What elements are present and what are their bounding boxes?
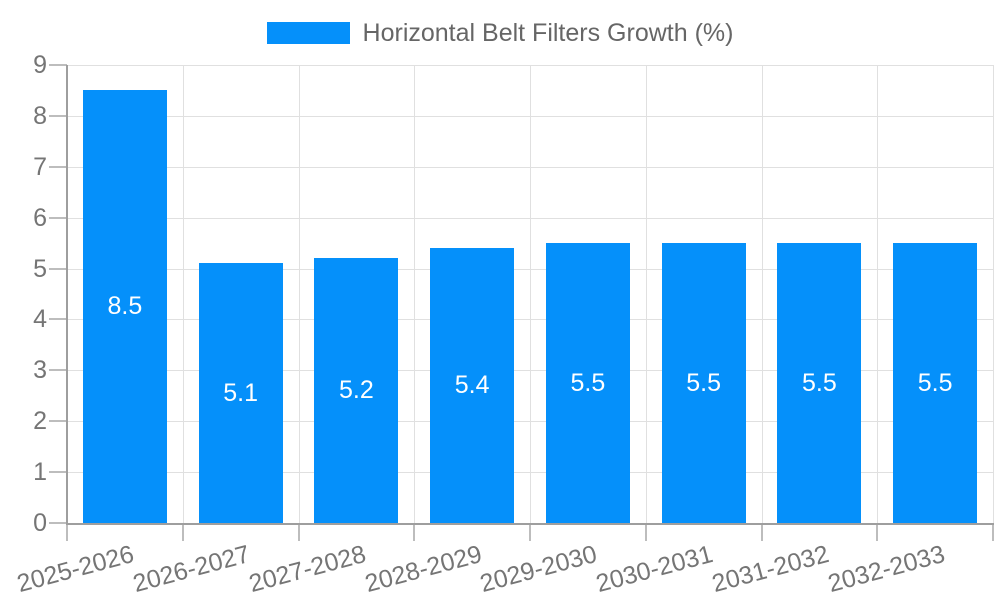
y-axis-tick	[49, 114, 67, 117]
y-axis-label: 1	[33, 458, 47, 487]
x-axis-tick	[876, 523, 879, 541]
gridline-vertical	[530, 65, 531, 523]
y-axis-label: 9	[33, 51, 47, 79]
bar-value-label: 5.5	[917, 368, 953, 397]
gridline-vertical	[298, 65, 300, 523]
y-axis-tick	[49, 522, 67, 524]
x-axis-tick	[66, 523, 68, 541]
bar-value-label: 5.5	[801, 368, 837, 397]
x-axis-label: 2029-2030	[477, 540, 601, 598]
x-axis-label: 2025-2026	[14, 540, 138, 598]
y-axis-tick	[49, 216, 67, 219]
gridline-vertical	[414, 65, 416, 523]
gridline-vertical	[761, 65, 763, 523]
bar-value-label: 5.5	[570, 368, 606, 397]
bar-value-label: 5.1	[223, 378, 258, 407]
y-axis-label: 8	[33, 101, 47, 130]
bar: 8.5	[82, 90, 167, 523]
y-axis-tick	[49, 267, 67, 270]
y-axis-tick	[49, 318, 67, 321]
bar-value-label: 5.5	[686, 368, 721, 397]
bar-value-label: 5.4	[454, 371, 490, 400]
gridline-vertical	[645, 65, 647, 523]
x-axis-tick	[992, 523, 994, 541]
x-axis-label: 2032-2033	[824, 540, 948, 598]
x-axis-label: 2027-2028	[245, 540, 369, 598]
gridline-vertical	[877, 65, 879, 523]
y-axis-label: 3	[33, 356, 47, 385]
bar-value-label: 8.5	[107, 292, 143, 321]
x-axis-line	[66, 523, 994, 525]
bar: 5.2	[314, 258, 399, 523]
x-axis-tick	[297, 523, 300, 541]
y-axis-label: 4	[33, 305, 47, 334]
gridline-vertical	[993, 65, 994, 523]
y-axis-tick	[49, 420, 67, 423]
y-axis-line	[66, 65, 68, 525]
x-axis-tick	[644, 523, 647, 541]
bar: 5.5	[777, 243, 862, 523]
bar-value-label: 5.2	[338, 376, 374, 405]
y-axis-tick	[49, 165, 67, 168]
x-axis-label: 2031-2032	[708, 540, 832, 598]
y-axis-tick	[49, 369, 67, 372]
bar: 5.5	[661, 243, 746, 523]
x-axis-tick	[529, 523, 531, 541]
y-axis-label: 7	[33, 152, 47, 181]
x-axis-label: 2030-2031	[593, 540, 716, 598]
bar: 5.5	[893, 243, 978, 523]
x-axis-label: 2026-2027	[130, 540, 253, 598]
bar: 5.5	[545, 243, 630, 523]
x-axis-tick	[413, 523, 416, 541]
gridline-vertical	[182, 65, 184, 523]
x-axis-tick	[181, 523, 184, 541]
y-axis-tick	[49, 471, 67, 474]
x-axis-label: 2028-2029	[361, 540, 485, 598]
legend-swatch-icon	[266, 22, 350, 44]
bar: 5.4	[430, 248, 515, 523]
y-axis-label: 0	[33, 509, 47, 537]
y-axis-label: 6	[33, 203, 47, 232]
legend-label: Horizontal Belt Filters Growth (%)	[362, 19, 734, 47]
y-axis-label: 2	[33, 407, 47, 436]
y-axis-tick	[49, 64, 67, 66]
x-axis-tick	[760, 523, 763, 541]
bar: 5.1	[198, 263, 283, 523]
y-axis-label: 5	[33, 254, 47, 283]
legend-item[interactable]: Horizontal Belt Filters Growth (%)	[0, 20, 1000, 46]
